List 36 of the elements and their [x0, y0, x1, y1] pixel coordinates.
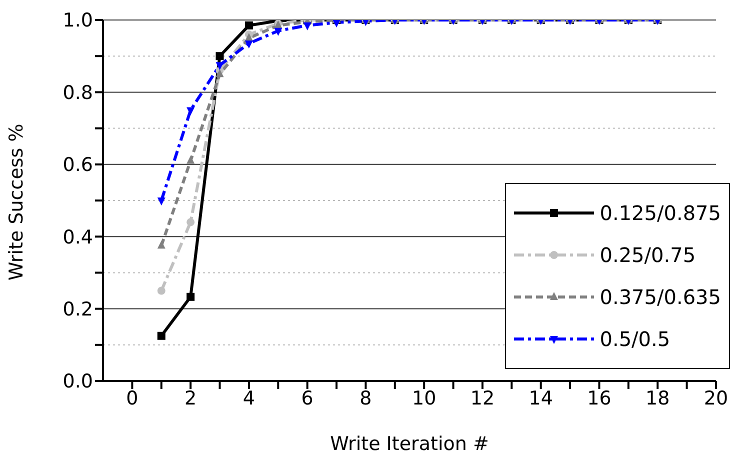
point: [186, 107, 195, 116]
point: [157, 240, 166, 249]
x-tick-label: 8: [360, 387, 372, 410]
x-tick-label: 10: [412, 387, 436, 410]
y-tick-label: 0.4: [62, 226, 93, 248]
point: [362, 20, 370, 26]
x-tick-label: 20: [704, 387, 728, 410]
y-tick-label: 0.0: [62, 370, 93, 393]
point: [332, 20, 341, 28]
x-tick-label: 18: [646, 387, 670, 410]
y-tick-label: 1.0: [62, 10, 93, 32]
x-axis-title: Write Iteration #: [330, 433, 489, 455]
x-tick-label: 14: [528, 387, 553, 410]
point: [274, 28, 282, 36]
point: [303, 22, 312, 30]
x-tick-label: 2: [184, 387, 197, 410]
x-tick-label: 12: [470, 387, 495, 410]
point: [157, 332, 166, 340]
x-tick-label: 16: [587, 387, 612, 410]
point: [157, 286, 166, 295]
point: [186, 292, 195, 301]
legend-label: 0.5/0.5: [600, 327, 670, 351]
point: [216, 52, 224, 60]
y-tick-label: 0.6: [62, 154, 93, 176]
legend-label: 0.125/0.875: [600, 201, 721, 225]
y-tick-label: 0.8: [62, 82, 93, 104]
y-axis-title: Write Success %: [6, 124, 28, 280]
point: [244, 40, 253, 48]
point: [186, 218, 195, 226]
y-tick-label: 0.2: [62, 298, 93, 321]
legend-label: 0.25/0.75: [600, 243, 696, 267]
x-tick-label: 6: [301, 387, 314, 410]
x-tick-label: 4: [242, 387, 255, 410]
point: [157, 198, 166, 206]
x-tick-label: 0: [126, 387, 138, 410]
legend-label: 0.375/0.635: [600, 285, 721, 309]
